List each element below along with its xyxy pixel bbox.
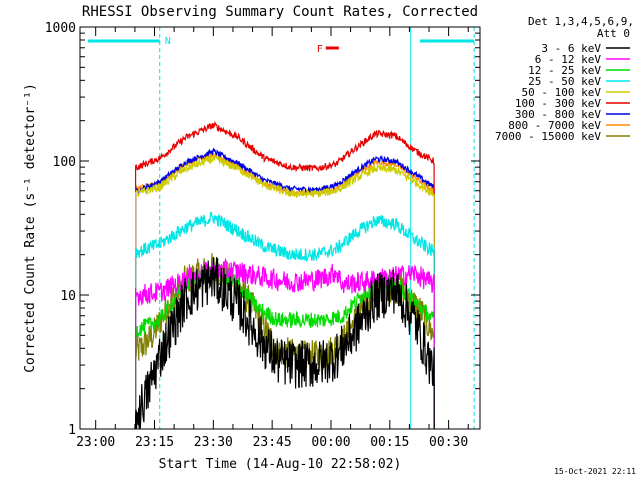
- plot-area: NF: [79, 27, 475, 429]
- series-line-1: [135, 257, 435, 429]
- flag-F-label: F: [317, 44, 323, 55]
- plot-frame: [79, 26, 481, 430]
- series-line-5: [135, 154, 435, 429]
- legend-label-9: 7000 - 15000 keV: [495, 130, 601, 143]
- x-axis-label: Start Time (14-Aug-10 22:58:02): [159, 457, 402, 472]
- legend-label-1: 3 - 6 keV: [541, 42, 601, 55]
- legend-label-5: 50 - 100 keV: [522, 86, 602, 99]
- x-tick-label-6: 00:30: [429, 435, 468, 450]
- axes: 1 10 100 1000 23:00 23:15 23:30 23:45 00:00 00:15…: [45, 21, 481, 450]
- series-line-4: [135, 211, 435, 429]
- legend-label-4: 25 - 50 keV: [528, 75, 601, 88]
- series-line-6: [135, 120, 435, 429]
- flag-N-label: N: [165, 36, 171, 47]
- y-tick-label-2: 100: [53, 155, 76, 170]
- x-tick-label-1: 23:15: [135, 435, 174, 450]
- y-tick-label-1: 10: [60, 289, 76, 304]
- detectors-label: Det 1,3,4,5,6,9,: [528, 15, 634, 28]
- chart-title: RHESSI Observing Summary Count Rates, Co…: [82, 4, 478, 20]
- legend-label-8: 800 - 7000 keV: [508, 119, 601, 132]
- x-tick-label-5: 00:15: [370, 435, 409, 450]
- x-tick-label-2: 23:30: [194, 435, 233, 450]
- x-tick-label-0: 23:00: [76, 435, 115, 450]
- legend-label-2: 6 - 12 keV: [535, 53, 602, 66]
- x-tick-label-4: 00:00: [311, 435, 350, 450]
- y-tick-label-3: 1000: [45, 21, 76, 36]
- legend-label-6: 100 - 300 keV: [515, 97, 601, 110]
- timestamp: 15-Oct-2021 22:11: [554, 467, 636, 476]
- x-tick-label-3: 23:45: [253, 435, 292, 450]
- legend-label-3: 12 - 25 keV: [528, 64, 601, 77]
- legend-label-7: 300 - 800 keV: [515, 108, 601, 121]
- y-axis-label: Corrected Count Rate (s⁻¹ detector⁻¹): [23, 83, 38, 373]
- y-tick-label-0: 1: [68, 423, 76, 438]
- attenuator-label: Att 0: [597, 27, 630, 40]
